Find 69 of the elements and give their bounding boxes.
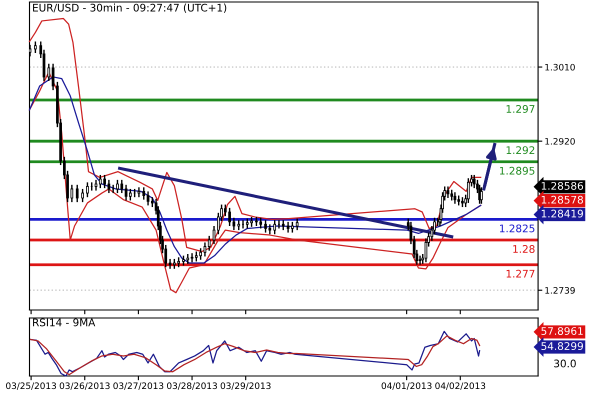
- x-tick-label: 03/27/2013: [113, 382, 164, 390]
- x-tick-label: 03/29/2013: [220, 382, 271, 390]
- candlestick: [204, 242, 206, 258]
- text: 1.28419: [542, 210, 583, 218]
- candlestick: [86, 182, 89, 198]
- ref-line-label: 1.277: [506, 270, 534, 278]
- ref-line-label: 1.292: [506, 146, 534, 154]
- candlestick: [296, 218, 299, 231]
- candlestick: [98, 174, 102, 189]
- ref-line-label: 1.2825: [500, 224, 534, 232]
- candlestick: [264, 220, 267, 234]
- candlestick: [457, 194, 460, 206]
- candlestick: [124, 184, 128, 202]
- candlestick: [454, 192, 456, 204]
- candlestick: [282, 220, 285, 231]
- y-tick-label: 1.2739: [545, 287, 575, 294]
- candlestick: [273, 220, 276, 235]
- x-tick-label: 04/01/2013: [382, 382, 432, 390]
- candlestick: [34, 40, 37, 54]
- candlestick: [246, 218, 249, 230]
- candlestick: [150, 196, 154, 208]
- candlestick: [128, 188, 132, 202]
- ref-line-label: 1.2895: [500, 166, 534, 175]
- candlestick: [450, 189, 454, 202]
- candlestick: [103, 174, 106, 189]
- candlestick: [461, 196, 464, 208]
- text: 57.8961: [541, 327, 583, 335]
- text: 1.28586: [542, 182, 584, 190]
- y-tick-label: 1.3010: [545, 64, 575, 71]
- x-tick-label: 03/25/2013: [6, 382, 56, 390]
- candlestick: [286, 221, 290, 234]
- candlestick: [177, 256, 180, 268]
- candlestick: [237, 220, 240, 231]
- y-tick-label: 1.2920: [545, 138, 575, 145]
- candlestick: [250, 216, 253, 228]
- candlestick: [81, 188, 84, 203]
- candlestick: [116, 179, 119, 194]
- candlestick: [190, 252, 194, 263]
- candlestick: [418, 254, 422, 266]
- candlestick: [120, 179, 124, 194]
- candlestick: [94, 179, 98, 192]
- text: 54.8299: [541, 342, 583, 350]
- x-tick-label: 03/28/2013: [167, 382, 217, 390]
- text: 30.0: [554, 360, 576, 368]
- candlestick: [259, 217, 262, 230]
- ref-line-label: 1.297: [506, 105, 534, 113]
- candlestick: [480, 186, 483, 204]
- candlestick: [186, 253, 190, 265]
- candlestick: [142, 186, 146, 200]
- candlestick: [76, 184, 79, 203]
- candlestick: [228, 207, 231, 227]
- candlestick: [146, 190, 150, 206]
- candlestick: [182, 254, 185, 266]
- text: 1.28578: [542, 196, 583, 204]
- candlestick: [138, 186, 140, 198]
- candlestick: [466, 178, 470, 204]
- candlestick: [446, 186, 450, 199]
- candlestick: [208, 235, 211, 252]
- candlestick: [268, 224, 272, 235]
- candlestick: [255, 216, 258, 227]
- candlestick: [108, 179, 110, 194]
- chart-title: EUR/USD - 30min - 09:27:47 (UTC+1): [33, 4, 226, 13]
- chart-title: RSI14 - 9MA: [33, 318, 96, 326]
- candlestick: [172, 258, 176, 270]
- candlestick: [194, 250, 198, 262]
- candlestick: [472, 174, 476, 189]
- x-tick-label: 04/02/2013: [435, 382, 486, 390]
- ref-line-label: 1.28: [513, 245, 535, 253]
- x-tick-label: 03/26/2013: [60, 382, 110, 390]
